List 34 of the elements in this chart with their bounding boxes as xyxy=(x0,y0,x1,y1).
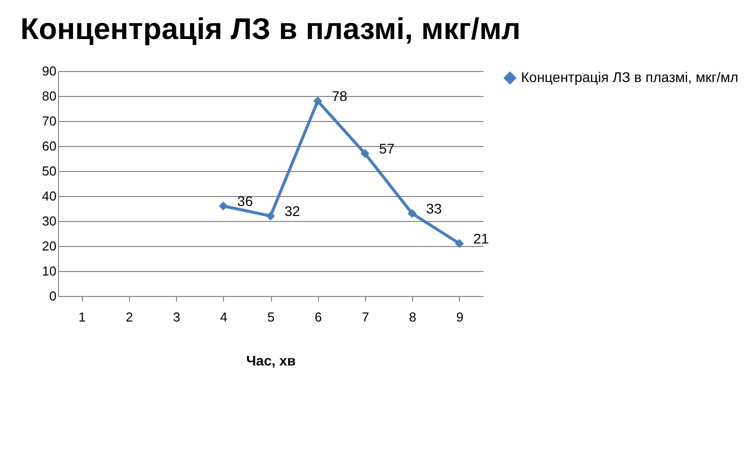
chart-title: Концентрація ЛЗ в плазмі, мкг/мл xyxy=(20,13,521,46)
y-tick-label: 30 xyxy=(42,214,56,228)
y-tick-label: 50 xyxy=(42,164,56,178)
point xyxy=(313,96,322,106)
y-tick-label: 60 xyxy=(42,138,56,154)
x-tick-label: 2 xyxy=(126,310,133,324)
x-tick-label: 7 xyxy=(362,310,370,324)
point xyxy=(218,202,228,210)
y-tick-label: 10 xyxy=(42,264,56,278)
x-tick-label: 5 xyxy=(267,310,275,324)
data-label: 57 xyxy=(378,140,395,156)
y-tick-label: 0 xyxy=(49,288,56,304)
y-tick-label: 20 xyxy=(42,238,56,254)
point xyxy=(454,239,464,248)
data-label: 32 xyxy=(284,203,300,219)
point xyxy=(266,212,275,220)
x-axis-title: Час, хв xyxy=(246,352,296,368)
x-tick-label: 8 xyxy=(409,310,416,324)
legend-label: Концентрація ЛЗ в плазмі, мкг/мл xyxy=(521,69,738,85)
x-tick-label: 3 xyxy=(172,310,180,324)
data-label: 33 xyxy=(426,200,442,216)
y-tick-label: 40 xyxy=(42,188,56,204)
x-tick-label: 4 xyxy=(220,310,228,324)
data-label: 21 xyxy=(473,230,490,246)
x-tick-label: 9 xyxy=(456,310,464,324)
point xyxy=(360,149,370,158)
data-label: 36 xyxy=(237,193,254,209)
y-tick-label: 70 xyxy=(42,114,56,128)
x-tick-label: 1 xyxy=(78,310,86,324)
y-tick-label: 80 xyxy=(42,88,56,104)
y-tick-label: 90 xyxy=(42,64,56,78)
point xyxy=(408,209,417,218)
x-tick-label: 6 xyxy=(314,310,322,324)
data-label: 78 xyxy=(332,88,348,104)
